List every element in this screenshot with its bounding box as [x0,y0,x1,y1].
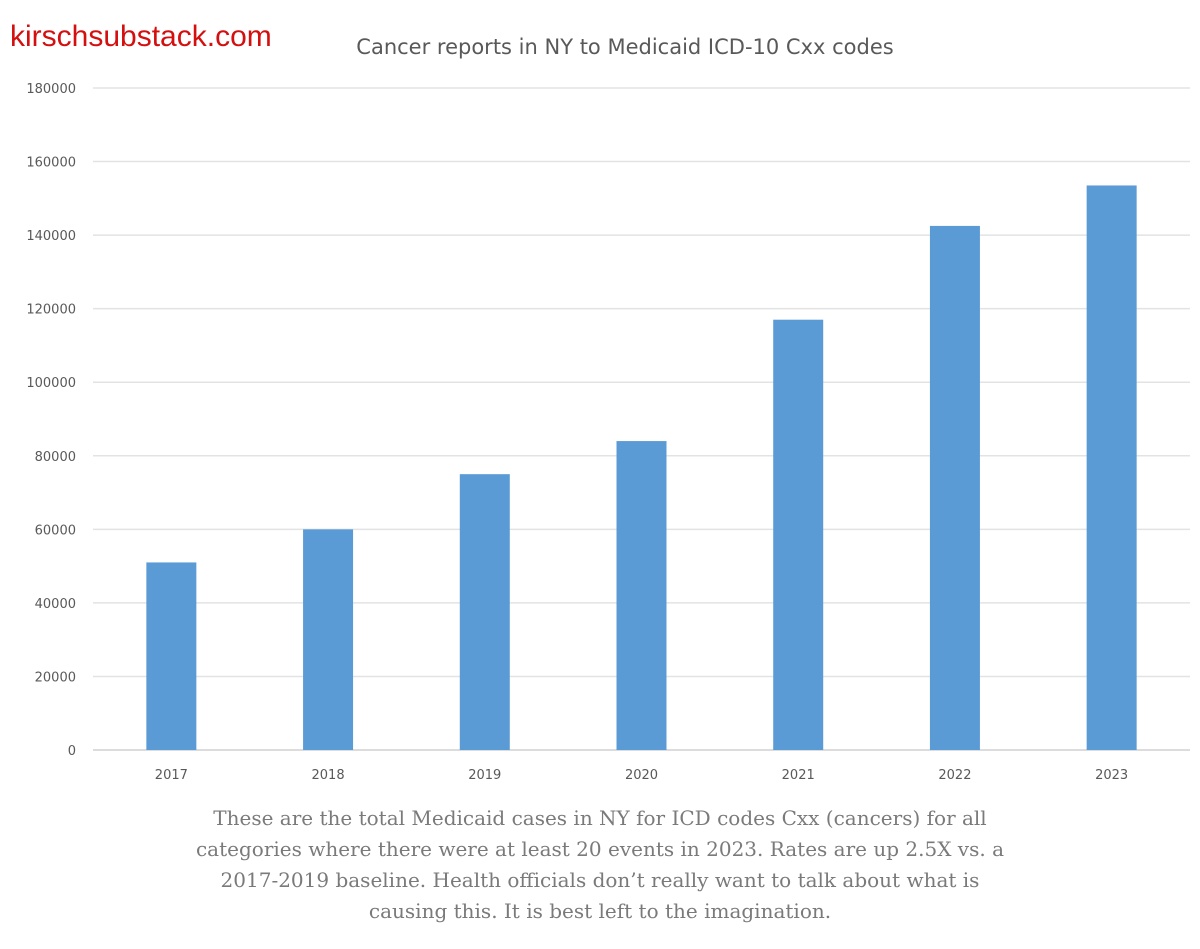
bar-2018 [303,529,354,750]
watermark: kirschsubstack.com [10,20,272,53]
x-tick-label: 2023 [1095,768,1128,783]
caption: These are the total Medicaid cases in NY… [195,806,1005,923]
y-axis-ticks: 0 20000 40000 60000 80000 100000 120000 140000 1… [26,82,76,759]
y-tick-label: 120000 [26,303,76,318]
x-tick-label: 2017 [155,768,188,783]
bar-chart: Cancer reports in NY to Medicaid ICD-10 … [26,35,1190,783]
bar-2019 [459,474,510,750]
x-axis-labels: 2017 2018 2019 2020 2021 2022 2023 [155,768,1128,783]
bar-2020 [616,441,667,750]
y-tick-label: 180000 [26,82,76,97]
x-tick-label: 2021 [782,768,815,783]
bar-2023 [1086,185,1137,750]
bars [146,185,1137,750]
y-tick-label: 60000 [35,523,76,538]
bar-2021 [773,319,824,750]
x-tick-label: 2020 [625,768,658,783]
x-tick-label: 2019 [468,768,501,783]
bar-2022 [929,225,980,750]
x-tick-label: 2022 [938,768,971,783]
bar-2017 [146,562,197,750]
chart-title: Cancer reports in NY to Medicaid ICD-10 … [356,35,893,59]
y-tick-label: 40000 [35,597,76,612]
y-tick-label: 20000 [35,670,76,685]
x-tick-label: 2018 [312,768,345,783]
y-tick-label: 100000 [26,376,76,391]
y-tick-label: 140000 [26,229,76,244]
y-tick-label: 80000 [35,450,76,465]
y-tick-label: 0 [68,744,76,759]
y-tick-label: 160000 [26,156,76,171]
